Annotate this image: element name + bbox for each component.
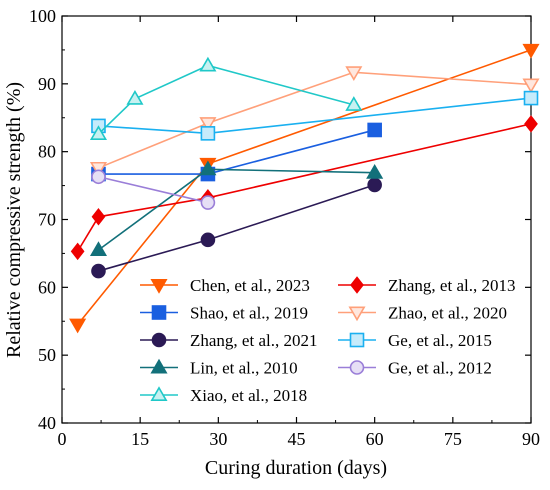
legend-label: Xiao, et al., 2018 [190, 386, 307, 405]
legend-item: Zhao, et al., 2020 [338, 304, 507, 323]
data-point [89, 161, 108, 177]
data-point [200, 126, 216, 141]
data-point [345, 66, 363, 82]
data-point [89, 241, 108, 257]
legend-marker [150, 386, 168, 402]
x-tick-label: 75 [444, 429, 462, 449]
data-point [91, 208, 106, 226]
legend-item: Lin, et al., 2010 [140, 359, 298, 378]
y-tick-label: 70 [38, 210, 56, 230]
data-point [523, 90, 539, 106]
data-point [366, 163, 384, 179]
legend-item: Xiao, et al., 2018 [140, 386, 307, 405]
series-line [98, 175, 209, 204]
data-point [200, 195, 216, 210]
x-tick-label: 60 [366, 429, 384, 449]
legend: Chen, et al., 2023 Zhang, et al., 2013 Sha… [140, 276, 515, 405]
legend-label: Shao, et al., 2019 [190, 304, 308, 323]
legend-item: Chen, et al., 2023 [140, 276, 310, 295]
data-point [200, 232, 216, 248]
y-tick-label: 50 [38, 345, 56, 365]
y-tick-label: 100 [29, 6, 56, 26]
series-line [98, 71, 532, 169]
legend-item: Shao, et al., 2019 [140, 304, 308, 323]
y-axis-label: Relative compressive strength (%) [3, 82, 25, 358]
legend-item: Zhang, et al., 2021 [140, 331, 317, 350]
y-tick-label: 90 [38, 74, 56, 94]
legend-marker [350, 276, 364, 294]
legend-marker [150, 278, 168, 294]
x-tick-label: 0 [58, 429, 67, 449]
legend-label: Zhao, et al., 2020 [388, 304, 507, 323]
series-layer [69, 43, 540, 334]
y-tick-label: 60 [38, 277, 56, 297]
series-line [76, 123, 532, 252]
data-point [70, 242, 85, 261]
data-point [89, 125, 108, 141]
x-tick-label: 30 [209, 429, 227, 449]
legend-marker [151, 332, 167, 348]
axes: 0 15 30 45 60 75 90 40 50 60 70 80 90 100 [29, 6, 540, 449]
legend-label: Zhang, et al., 2021 [190, 331, 317, 350]
data-point [91, 169, 106, 185]
data-point [199, 56, 217, 72]
legend-marker [348, 306, 366, 322]
legend-label: Ge, et al., 2012 [388, 359, 492, 378]
data-point [199, 117, 217, 132]
data-point [91, 263, 106, 279]
data-point [522, 43, 540, 59]
legend-label: Lin, et al., 2010 [190, 359, 298, 378]
series-4 [89, 66, 540, 177]
y-tick-label: 80 [38, 142, 56, 162]
legend-marker [349, 360, 365, 375]
data-point [345, 96, 363, 111]
series-6 [91, 90, 539, 141]
legend-marker [151, 305, 167, 320]
series-7 [89, 160, 384, 257]
legend-label: Ge, et al., 2015 [388, 331, 492, 350]
data-point [69, 318, 87, 334]
data-point [524, 115, 538, 133]
data-point [126, 90, 144, 105]
x-tick-label: 90 [522, 429, 540, 449]
legend-marker [349, 332, 365, 348]
legend-item: Ge, et al., 2015 [338, 331, 492, 350]
data-point [367, 122, 382, 138]
legend-label: Zhang, et al., 2013 [388, 276, 515, 295]
y-tick-label: 40 [38, 413, 56, 433]
x-tick-label: 15 [131, 429, 149, 449]
data-point [522, 78, 540, 94]
series-9 [89, 56, 363, 141]
data-point [199, 160, 217, 176]
legend-item: Zhang, et al., 2013 [338, 276, 515, 295]
x-axis-label: Curing duration (days) [205, 457, 387, 479]
legend-marker [150, 358, 168, 374]
data-point [367, 177, 382, 193]
legend-item: Ge, et al., 2012 [338, 359, 492, 378]
series-line [97, 64, 355, 135]
x-tick-label: 45 [288, 429, 306, 449]
legend-label: Chen, et al., 2023 [190, 276, 310, 295]
series-5 [91, 177, 382, 279]
series-8 [91, 169, 216, 210]
